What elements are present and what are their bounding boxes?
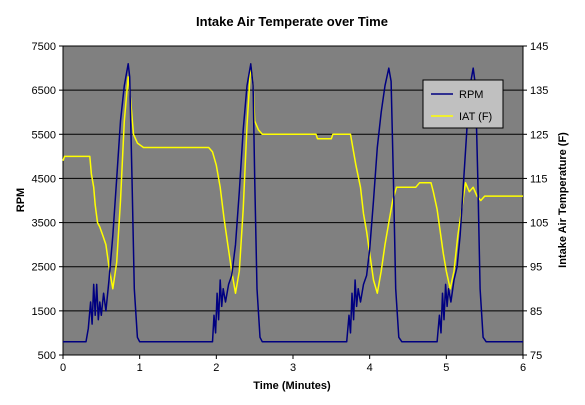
y2-tick-label-75: 75 <box>530 350 542 362</box>
legend-box <box>422 79 504 129</box>
x-tick-label-3: 3 <box>290 362 296 374</box>
legend-label-iat: IAT (F) <box>459 111 492 123</box>
axes: 5001500250035004500550065007500758595105… <box>32 41 549 374</box>
x-axis-title: Time (Minutes) <box>253 380 331 392</box>
y-tick-label-5500: 5500 <box>32 129 56 141</box>
y-tick-label-1500: 1500 <box>32 306 56 318</box>
y2-tick-label-85: 85 <box>530 306 542 318</box>
y2-tick-label-145: 145 <box>530 41 548 53</box>
y2-tick-label-115: 115 <box>530 173 548 185</box>
x-tick-label-1: 1 <box>137 362 143 374</box>
x-tick-label-2: 2 <box>213 362 219 374</box>
y2-tick-label-105: 105 <box>530 218 548 230</box>
series-line-iat <box>62 62 523 294</box>
y-axis-title: RPM <box>15 188 27 212</box>
x-tick-label-4: 4 <box>367 362 373 374</box>
y-tick-label-2500: 2500 <box>32 262 56 274</box>
legend: RPM IAT (F) <box>422 79 504 129</box>
y2-axis-title: Intake Air Temperature (F) <box>557 132 569 268</box>
x-tick-label-0: 0 <box>60 362 66 374</box>
y-tick-label-4500: 4500 <box>32 173 56 185</box>
y-tick-label-6500: 6500 <box>32 85 56 97</box>
y2-tick-label-135: 135 <box>530 85 548 97</box>
chart-title: Intake Air Temperate over Time <box>196 14 388 29</box>
legend-label-rpm: RPM <box>459 89 483 101</box>
series-layer <box>62 62 523 343</box>
y-tick-label-3500: 3500 <box>32 218 56 230</box>
y-tick-label-500: 500 <box>38 350 56 362</box>
y2-tick-label-125: 125 <box>530 129 548 141</box>
y-tick-label-7500: 7500 <box>32 41 56 53</box>
x-tick-label-5: 5 <box>443 362 449 374</box>
y2-tick-label-95: 95 <box>530 262 542 274</box>
series-line-rpm <box>63 62 523 343</box>
x-tick-label-6: 6 <box>520 362 526 374</box>
